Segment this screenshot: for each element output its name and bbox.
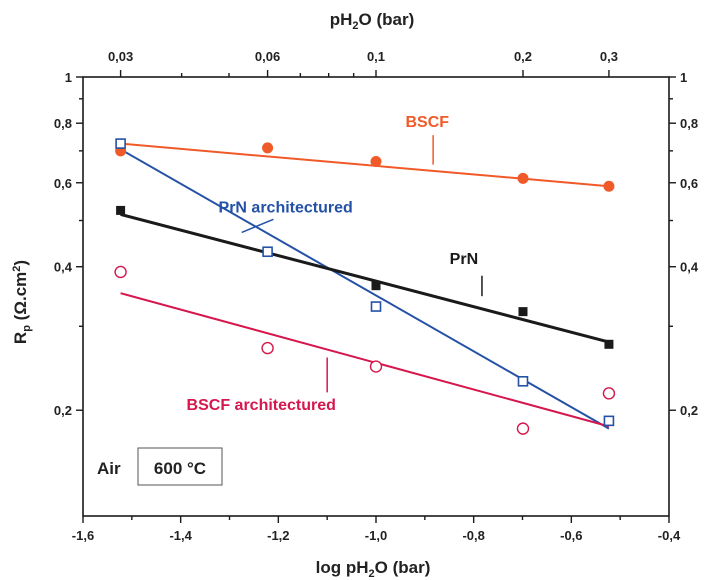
fit-line-prn <box>120 212 610 344</box>
y-tick-label-right: 1 <box>680 70 687 85</box>
x-axis-title-top: pH2O (bar) <box>330 10 415 32</box>
point-bscf-architectured <box>516 422 530 435</box>
point-prn <box>371 281 381 291</box>
top-tick-label: 0,1 <box>367 49 385 64</box>
annotation-temp-box <box>137 447 223 486</box>
data-points <box>114 138 616 435</box>
fit-line-prn-architectured <box>120 148 610 430</box>
fit-line-bscf <box>120 142 610 188</box>
y-axis-title: Rp (Ω.cm2) <box>11 260 33 344</box>
top-tick-label: 0,06 <box>255 49 280 64</box>
x-tick-label: -1,4 <box>169 528 192 543</box>
y-tick-label-right: 0,2 <box>680 403 698 418</box>
point-prn <box>604 339 614 349</box>
y-tick-label-right: 0,8 <box>680 116 698 131</box>
y-tick-label-left: 0,4 <box>54 260 73 275</box>
series-label-bscf-architectured: BSCF architectured <box>187 397 336 414</box>
point-prn-architectured <box>603 415 615 427</box>
y-tick-label-left: 1 <box>65 70 72 85</box>
series-label-prn: PrN <box>450 251 478 268</box>
series-labels: BSCF PrN architectured PrN BSCF architectur… <box>187 114 483 414</box>
fit-line-bscf-architectured <box>120 292 610 428</box>
point-prn-architectured <box>370 301 382 312</box>
point-bscf-architectured <box>261 341 274 355</box>
x-tick-label: -0,8 <box>462 528 484 543</box>
annotation-temp: 600 °C <box>154 459 206 478</box>
fit-lines <box>120 142 610 430</box>
x-tick-label: -1,2 <box>267 528 289 543</box>
top-tick-label: 0,03 <box>108 49 133 64</box>
x-tick-label: -0,4 <box>658 528 681 543</box>
y-tick-label-left: 0,2 <box>54 403 72 418</box>
y-tick-label-left: 0,6 <box>54 176 72 191</box>
axis-ticks <box>76 70 676 523</box>
point-prn-architectured <box>115 138 126 149</box>
point-bscf <box>370 155 382 167</box>
leader-prn-architectured <box>241 218 274 234</box>
x-tick-label: -1,0 <box>365 528 387 543</box>
point-bscf-architectured <box>114 265 127 279</box>
annotation: Air 600 °C <box>97 447 223 486</box>
y-tick-label-left: 0,8 <box>54 116 72 131</box>
point-bscf <box>517 172 529 184</box>
top-tick-label: 0,2 <box>514 49 532 64</box>
point-bscf-architectured <box>602 387 616 400</box>
series-label-bscf: BSCF <box>405 114 449 131</box>
point-bscf <box>603 180 615 192</box>
point-prn <box>116 205 126 215</box>
tick-labels: -1,6 -1,4 -1,2 -1,0 -0,8 -0,6 -0,4 0,03 0,06 0,1 0… <box>54 49 699 543</box>
x-tick-label: -1,6 <box>72 528 94 543</box>
x-axis-title-bottom: log pH2O (bar) <box>316 558 431 580</box>
point-bscf <box>262 142 274 154</box>
series-label-prn-architectured: PrN architectured <box>219 199 353 216</box>
point-prn-architectured <box>517 375 529 387</box>
top-tick-label: 0,3 <box>600 49 618 64</box>
point-bscf-architectured <box>369 360 383 373</box>
y-tick-label-right: 0,6 <box>680 176 698 191</box>
point-prn <box>518 307 528 317</box>
annotation-air: Air <box>97 459 121 478</box>
x-tick-label: -0,6 <box>560 528 582 543</box>
y-tick-label-right: 0,4 <box>680 260 699 275</box>
point-prn-architectured <box>262 246 273 258</box>
